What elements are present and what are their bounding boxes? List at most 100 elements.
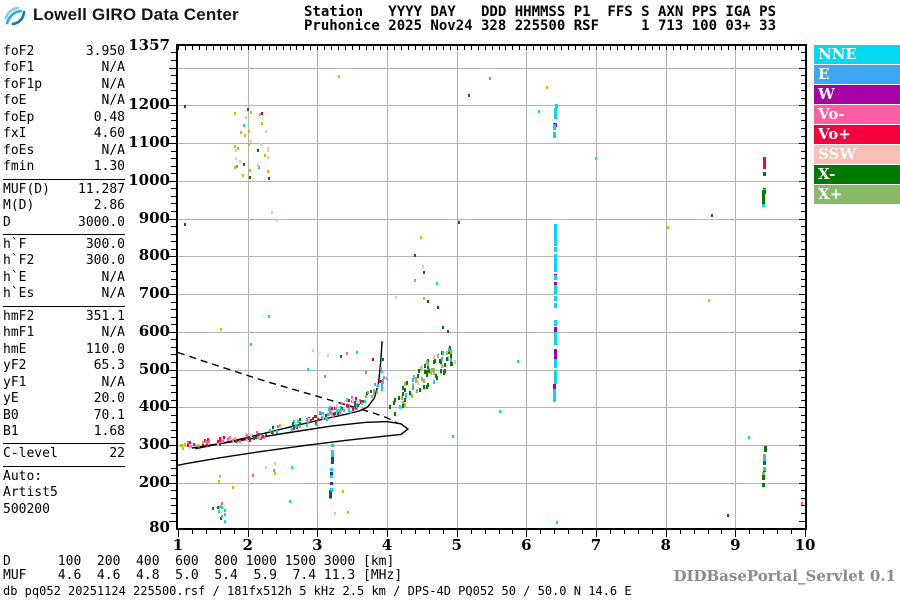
echo-point	[330, 452, 334, 456]
echo-point	[326, 412, 329, 416]
h-gridline	[178, 180, 805, 182]
echo-point	[220, 516, 223, 520]
y-axis-tick	[171, 377, 176, 378]
echo-point	[366, 391, 369, 395]
x-axis-label: 3	[312, 536, 323, 554]
echo-point	[553, 349, 557, 355]
echo-point	[227, 437, 229, 441]
echo-point	[264, 154, 267, 158]
echo-point	[375, 385, 378, 389]
x-axis-label: 10	[794, 536, 816, 554]
echo-point	[324, 417, 327, 421]
x-axis-tick-top	[672, 46, 674, 50]
echo-point	[307, 367, 310, 371]
echo-point	[217, 510, 220, 514]
echo-point	[415, 379, 418, 383]
echo-point	[354, 398, 357, 402]
echo-point	[217, 480, 220, 484]
echo-point	[250, 140, 253, 143]
y-axis-tick	[171, 165, 176, 167]
echo-point	[426, 359, 429, 364]
y-axis-tick	[169, 105, 176, 107]
param-label: B1	[3, 423, 19, 439]
x-axis-tick	[428, 530, 430, 534]
x-axis-tick-top	[561, 46, 563, 50]
y-axis-tick	[169, 294, 176, 295]
echo-point	[232, 439, 235, 442]
echo-point	[261, 434, 264, 438]
echo-point	[255, 430, 258, 434]
echo-point	[422, 264, 425, 268]
echo-point	[595, 156, 597, 160]
y-axis-tick-right	[799, 369, 805, 371]
param-row: fmin 1.30	[3, 159, 125, 175]
echo-point	[763, 171, 767, 176]
x-axis-tick-top	[721, 46, 723, 50]
param-value: 351.1	[85, 308, 125, 324]
param-value: 20.0	[93, 391, 125, 407]
x-axis-tick-top	[644, 46, 646, 50]
y-axis-tick	[171, 324, 176, 326]
y-axis-tick-right	[799, 445, 805, 446]
echo-point	[291, 427, 294, 431]
station-header-values: Pruhonice 2025 Nov24 328 225500 RSF 1 71…	[304, 18, 777, 34]
x-axis-tick	[512, 530, 514, 534]
x-axis-tick	[749, 530, 751, 534]
echo-point	[249, 169, 251, 172]
v-gridline	[526, 46, 528, 528]
echo-point	[430, 371, 433, 376]
x-axis-tick	[233, 530, 235, 534]
echo-point	[184, 444, 187, 448]
y-axis-tick-right	[801, 392, 805, 394]
echo-point	[337, 411, 340, 415]
x-axis-tick-top	[373, 46, 375, 50]
echo-point	[188, 441, 191, 445]
x-axis-tick-top	[435, 46, 437, 50]
echo-point	[761, 202, 765, 207]
echo-point	[330, 411, 333, 415]
echo-point	[340, 355, 343, 359]
echo-point	[292, 426, 295, 430]
x-axis-tick	[470, 530, 472, 534]
x-axis-tick-top	[568, 46, 570, 50]
y-axis-tick-right	[801, 75, 805, 77]
echo-point	[184, 223, 186, 227]
record-info-line: db pq052 20251124 225500.rsf / 181fx512h…	[3, 584, 632, 598]
param-value: 1.30	[93, 159, 125, 175]
echo-point	[267, 170, 270, 174]
echo-point	[334, 411, 337, 415]
y-axis-tick-right	[801, 467, 805, 469]
x-axis-tick-top	[763, 46, 765, 50]
x-axis-tick-top	[477, 46, 479, 50]
echo-point	[763, 456, 767, 461]
x-axis-tick-top	[366, 46, 368, 50]
echo-point	[337, 75, 340, 79]
echo-point	[553, 295, 557, 301]
echo-point	[260, 436, 263, 440]
param-label: fxI	[3, 126, 27, 142]
echo-point	[432, 355, 435, 360]
echo-point	[426, 365, 429, 370]
echo-point	[403, 397, 406, 402]
echo-point	[219, 438, 222, 442]
param-row: MUF(D) 11.287	[3, 182, 125, 198]
echo-point	[554, 223, 558, 229]
echo-point	[218, 474, 221, 478]
echo-point	[401, 396, 404, 401]
x-axis-tick-top	[317, 46, 319, 50]
echo-point	[418, 387, 421, 392]
echo-point	[553, 302, 557, 308]
echo-point	[324, 414, 327, 418]
echo-point	[344, 405, 347, 409]
echo-point	[221, 438, 223, 442]
echo-point	[762, 164, 766, 169]
echo-point	[369, 389, 372, 393]
echo-point	[422, 384, 425, 389]
echo-point	[385, 377, 388, 381]
echo-point	[272, 468, 275, 472]
y-axis-tick	[171, 271, 176, 273]
echo-point	[415, 376, 418, 381]
echo-point	[318, 411, 321, 415]
param-row: hmF1 N/A	[3, 325, 125, 341]
echo-point	[432, 360, 435, 365]
